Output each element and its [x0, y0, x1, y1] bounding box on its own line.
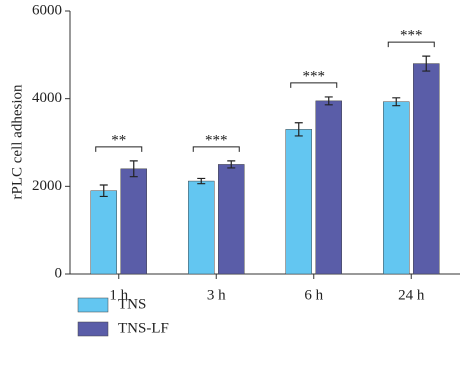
legend-label: TNS-LF [118, 320, 169, 336]
y-tick-label: 6000 [32, 2, 62, 18]
significance-label: *** [205, 132, 228, 148]
bar [285, 129, 312, 275]
bar [120, 168, 147, 275]
error-bar [294, 122, 303, 137]
y-tick-label: 0 [55, 265, 63, 281]
error-bar [324, 96, 333, 106]
significance-bracket [95, 146, 143, 152]
x-tick-label: 6 h [304, 287, 323, 303]
bar [413, 63, 440, 275]
error-bar [129, 160, 138, 178]
error-bar [197, 177, 206, 185]
bar [315, 100, 342, 275]
x-tick-label: 24 h [398, 287, 425, 303]
error-bar [99, 184, 108, 198]
error-bar [392, 97, 401, 107]
significance-bracket [192, 146, 240, 152]
error-bar [422, 55, 431, 72]
y-tick-label: 4000 [32, 90, 62, 106]
legend-label: TNS [118, 296, 146, 312]
bar [383, 101, 410, 275]
significance-bracket [387, 41, 435, 48]
y-axis-label: rPLC cell adhesion [9, 84, 25, 199]
legend-swatch [77, 321, 109, 337]
legend-swatch [77, 297, 109, 313]
significance-bracket [290, 82, 338, 88]
significance-label: ** [111, 132, 126, 148]
y-tick-label: 2000 [32, 178, 62, 194]
bar [218, 164, 245, 275]
x-tick-label: 3 h [207, 287, 226, 303]
x-tick-label: 1 h [109, 287, 128, 303]
significance-label: *** [303, 68, 326, 84]
error-bar [227, 160, 236, 169]
significance-label: *** [400, 28, 423, 44]
bar [188, 180, 215, 275]
bar [90, 190, 117, 275]
